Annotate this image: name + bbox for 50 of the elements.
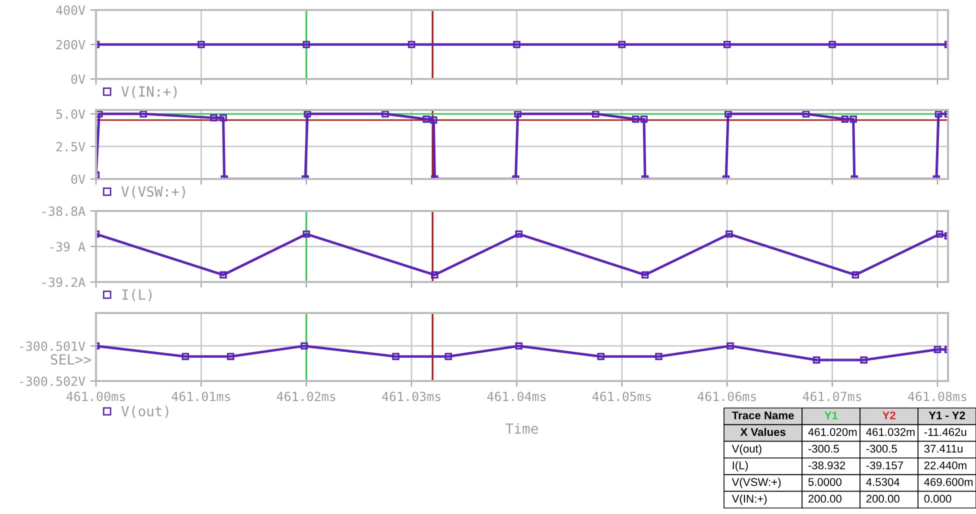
text: 461.020m (808, 428, 857, 436)
y-tick-label: -39.2A (42, 278, 86, 287)
text: V(IN:+) (732, 494, 767, 505)
y-tick-label: 2.5V (56, 142, 86, 152)
text: 200.00 (866, 494, 900, 503)
text: Y2 (882, 411, 896, 420)
text: 37.411u (924, 444, 962, 453)
text: V(out) (732, 444, 762, 455)
text: -300.5 (866, 444, 897, 453)
text: 0.000 (924, 494, 952, 503)
y-tick-label: -300.502V (20, 376, 86, 386)
text: 469.600m (924, 478, 973, 486)
legend-label: I(L) (122, 289, 152, 302)
x-axis-title: Time (506, 423, 538, 434)
y-tick-label: 400V (56, 6, 86, 15)
text: -300.5 (808, 444, 839, 453)
x-tick-label: 461.03ms (382, 392, 440, 402)
y-tick-label: 5.0V (56, 109, 86, 119)
y-tick-label: 0V (71, 174, 86, 184)
text: -11.462u (924, 428, 966, 436)
text: I(L) (732, 461, 748, 472)
text: 22.440m (924, 461, 966, 470)
text: V(VSW:+) (732, 478, 781, 488)
text: -38.932 (808, 461, 846, 470)
text: V(out) (121, 406, 168, 418)
x-tick-label: 461.06ms (698, 392, 756, 402)
series-label: V(VSW:+) (121, 186, 186, 198)
text: Y1 - Y2 (928, 411, 966, 420)
text: Trace Name (732, 412, 794, 420)
y-tick-label: 200V (56, 40, 86, 50)
y-tick-label: -39 A (50, 242, 86, 252)
text: 461.032m (866, 428, 915, 436)
y-tick-label: -300.501V (20, 341, 86, 351)
text: Y1 (824, 412, 838, 420)
y-tick-label: 0V (71, 74, 86, 84)
text: X Values (740, 428, 786, 436)
x-tick-label: 461.00ms (66, 392, 125, 402)
y-tick-label: -38.8A (42, 206, 86, 216)
text: 5.0000 (808, 478, 842, 486)
x-tick-label: 461.04ms (487, 392, 546, 402)
text: -39.157 (866, 461, 904, 470)
x-tick-label: 461.08ms (908, 392, 966, 402)
text: 200.00 (808, 494, 842, 503)
text: SEL>> (50, 354, 92, 365)
x-tick-label: 461.01ms (172, 392, 230, 402)
x-tick-label: 461.07ms (802, 392, 862, 402)
x-tick-label: 461.05ms (592, 392, 651, 402)
x-tick-label: 461.02ms (276, 392, 336, 402)
text: 4.5304 (866, 478, 900, 486)
legend-label: V(IN:+) (121, 86, 177, 98)
